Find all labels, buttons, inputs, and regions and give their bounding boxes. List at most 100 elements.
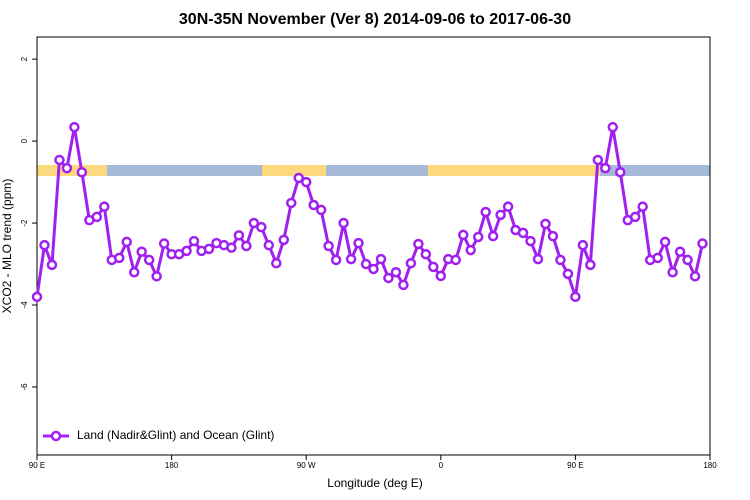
point: [428, 261, 439, 273]
point: [360, 258, 372, 270]
point: [465, 244, 476, 256]
point: [413, 238, 424, 250]
point: [226, 242, 237, 253]
point: [600, 162, 611, 174]
point: [263, 239, 275, 251]
point: [203, 243, 215, 255]
point: [607, 121, 619, 133]
point: [585, 259, 596, 271]
point: [570, 291, 581, 303]
point: [61, 162, 73, 174]
point: [682, 254, 693, 266]
point: [46, 259, 58, 271]
point: [502, 201, 514, 212]
point: [383, 272, 394, 284]
point: [659, 236, 671, 248]
point: [667, 266, 678, 278]
point: [308, 199, 319, 211]
x-tick-label: 90 E: [567, 461, 583, 470]
land-band: [37, 165, 107, 176]
point: [345, 253, 357, 265]
point: [330, 254, 342, 266]
y-tick-label: 2: [20, 56, 29, 61]
point: [375, 253, 387, 265]
point: [315, 204, 327, 216]
plot-frame: [36, 36, 711, 456]
point: [293, 172, 304, 184]
legend-label: Land (Nadir&Glint) and Ocean (Glint): [77, 428, 274, 442]
ocean-band: [37, 165, 710, 176]
point: [368, 263, 379, 275]
point: [76, 166, 88, 178]
legend-marker: [50, 430, 62, 442]
point: [323, 240, 334, 252]
point: [637, 201, 648, 212]
x-tick-label: 90 E: [29, 461, 45, 470]
point: [158, 238, 170, 249]
x-tick-label: 0: [439, 461, 444, 470]
point: [278, 234, 290, 246]
point: [405, 257, 417, 269]
point: [689, 271, 701, 282]
point: [555, 254, 566, 266]
y-tick-label: 0: [20, 138, 29, 143]
point: [547, 230, 559, 242]
point: [398, 279, 409, 291]
y-tick-label: -2: [20, 219, 29, 227]
point: [31, 291, 43, 303]
y-tick-label: -6: [20, 383, 29, 391]
point: [435, 270, 447, 282]
point: [472, 231, 484, 243]
y-axis-label: XCO2 - MLO trend (ppm): [0, 179, 14, 314]
point: [233, 230, 245, 241]
point: [143, 254, 155, 266]
y-tick-label: -4: [20, 301, 29, 309]
point: [697, 238, 708, 249]
point: [629, 211, 641, 223]
point: [181, 245, 192, 257]
point: [480, 206, 491, 218]
point: [450, 254, 462, 266]
point: [457, 229, 469, 241]
point: [338, 217, 349, 229]
point: [136, 246, 147, 257]
point: [241, 240, 252, 252]
point: [652, 252, 663, 264]
point: [121, 236, 132, 248]
point: [128, 266, 140, 278]
point: [525, 235, 536, 247]
point: [39, 239, 50, 251]
x-axis-label: Longitude (deg E): [327, 476, 422, 490]
point: [390, 266, 402, 278]
point: [99, 201, 110, 212]
point: [592, 154, 604, 166]
land-band: [262, 165, 326, 176]
point: [562, 268, 574, 280]
x-tick-label: 180: [703, 461, 717, 470]
chart-title: 30N-35N November (Ver 8) 2014-09-06 to 2…: [179, 11, 571, 28]
land-band: [428, 165, 600, 176]
point: [151, 271, 162, 282]
point: [114, 252, 125, 264]
x-tick-label: 90 W: [297, 461, 316, 470]
point: [69, 121, 80, 133]
point: [517, 227, 529, 239]
point: [532, 253, 544, 265]
point: [54, 154, 65, 166]
point: [540, 218, 551, 230]
point: [248, 217, 260, 229]
point: [487, 230, 499, 242]
point: [577, 239, 589, 251]
point: [188, 235, 200, 247]
point: [495, 209, 506, 221]
x-tick-label: 180: [165, 461, 179, 470]
point: [300, 176, 312, 188]
point: [91, 211, 103, 223]
point: [256, 221, 267, 233]
point: [353, 237, 364, 249]
point: [420, 248, 432, 260]
land-ocean-band: [37, 165, 710, 176]
point: [615, 166, 626, 178]
point: [271, 257, 282, 269]
